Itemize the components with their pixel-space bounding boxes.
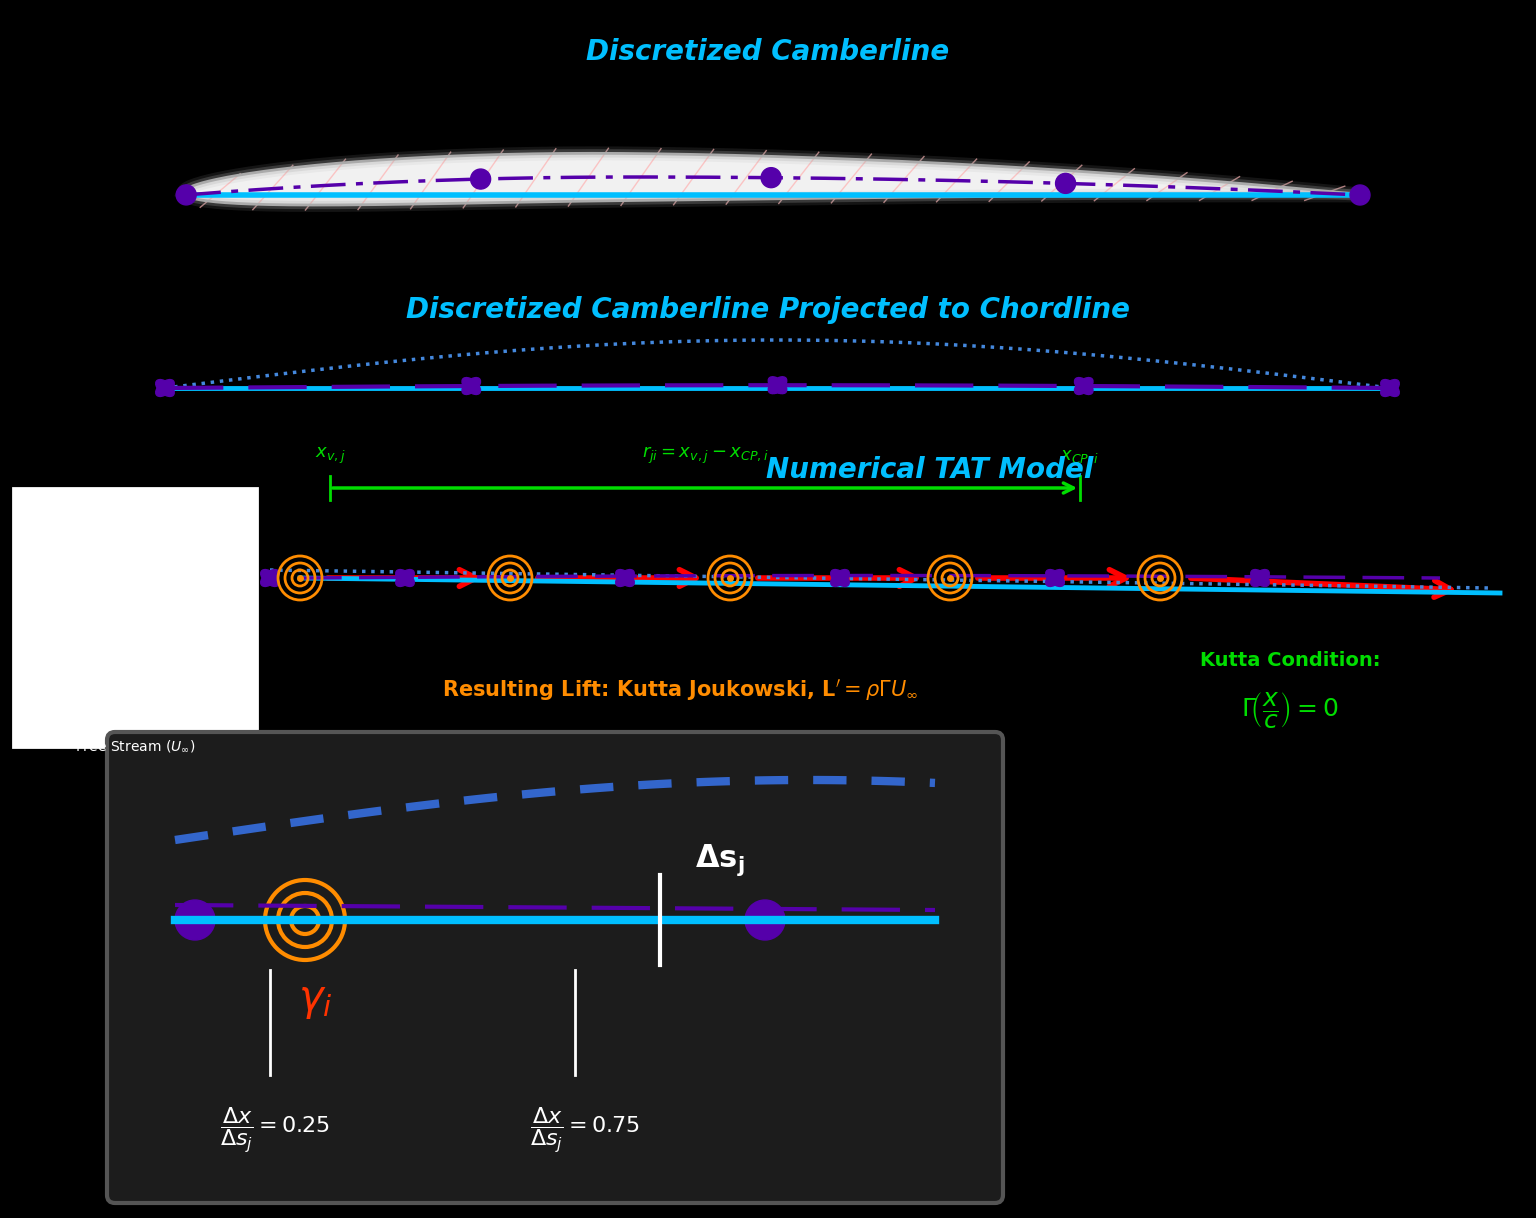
Ellipse shape bbox=[1381, 380, 1399, 396]
Ellipse shape bbox=[771, 382, 783, 393]
Ellipse shape bbox=[1250, 570, 1269, 586]
Ellipse shape bbox=[1046, 570, 1064, 586]
Ellipse shape bbox=[1381, 380, 1399, 396]
Ellipse shape bbox=[616, 570, 634, 586]
Ellipse shape bbox=[261, 570, 280, 586]
Ellipse shape bbox=[155, 380, 174, 396]
Ellipse shape bbox=[160, 382, 170, 393]
Text: Resulting Lift: Kutta Joukowski, L$' = \rho\Gamma U_\infty$: Resulting Lift: Kutta Joukowski, L$' = \… bbox=[442, 677, 919, 703]
Text: Free Stream $(U_\infty)$: Free Stream $(U_\infty)$ bbox=[75, 738, 195, 754]
Circle shape bbox=[177, 185, 197, 205]
Ellipse shape bbox=[768, 376, 786, 393]
Circle shape bbox=[1055, 173, 1075, 194]
Ellipse shape bbox=[462, 378, 481, 395]
Text: Numerical TAT Model: Numerical TAT Model bbox=[766, 456, 1094, 484]
Text: $\Gamma\!\left(\dfrac{x}{c}\right) = 0$: $\Gamma\!\left(\dfrac{x}{c}\right) = 0$ bbox=[1241, 691, 1339, 730]
Ellipse shape bbox=[1046, 570, 1064, 586]
Ellipse shape bbox=[616, 570, 634, 586]
Ellipse shape bbox=[396, 570, 415, 586]
Text: $r_{ji} = x_{v,j} - x_{CP,i}$: $r_{ji} = x_{v,j} - x_{CP,i}$ bbox=[642, 445, 768, 466]
Ellipse shape bbox=[1384, 382, 1396, 393]
Ellipse shape bbox=[396, 570, 415, 586]
Text: $\gamma_i$: $\gamma_i$ bbox=[298, 979, 332, 1021]
Ellipse shape bbox=[771, 382, 783, 393]
Ellipse shape bbox=[261, 570, 280, 586]
Polygon shape bbox=[184, 153, 1361, 205]
Ellipse shape bbox=[1078, 382, 1089, 393]
Text: $\dfrac{\Delta x}{\Delta s_j} = 0.75$: $\dfrac{\Delta x}{\Delta s_j} = 0.75$ bbox=[530, 1105, 641, 1155]
Ellipse shape bbox=[768, 376, 786, 393]
Circle shape bbox=[762, 168, 782, 188]
Ellipse shape bbox=[160, 382, 170, 393]
Ellipse shape bbox=[1384, 382, 1396, 393]
Ellipse shape bbox=[831, 570, 849, 586]
Circle shape bbox=[470, 169, 490, 189]
Ellipse shape bbox=[1078, 382, 1089, 393]
Ellipse shape bbox=[462, 378, 481, 395]
Ellipse shape bbox=[1075, 378, 1094, 395]
Circle shape bbox=[175, 900, 215, 940]
Text: $\dfrac{\Delta x}{\Delta s_j} = 0.25$: $\dfrac{\Delta x}{\Delta s_j} = 0.25$ bbox=[220, 1105, 330, 1155]
FancyBboxPatch shape bbox=[12, 488, 257, 747]
Text: Discretized Camberline Projected to Chordline: Discretized Camberline Projected to Chor… bbox=[406, 296, 1130, 324]
Text: $x_{v,j}$: $x_{v,j}$ bbox=[315, 446, 346, 466]
Text: $x_{CP,i}$: $x_{CP,i}$ bbox=[1060, 448, 1100, 466]
Text: Kutta Condition:: Kutta Condition: bbox=[1200, 650, 1381, 670]
Ellipse shape bbox=[1250, 570, 1269, 586]
Ellipse shape bbox=[155, 380, 174, 396]
Circle shape bbox=[745, 900, 785, 940]
Ellipse shape bbox=[465, 382, 478, 393]
Ellipse shape bbox=[465, 382, 478, 393]
Ellipse shape bbox=[1075, 378, 1094, 395]
FancyBboxPatch shape bbox=[108, 732, 1003, 1203]
Text: $\mathbf{\Delta s_j}$: $\mathbf{\Delta s_j}$ bbox=[694, 842, 745, 878]
Circle shape bbox=[1350, 185, 1370, 205]
Text: Discretized Camberline: Discretized Camberline bbox=[587, 38, 949, 66]
Ellipse shape bbox=[831, 570, 849, 586]
